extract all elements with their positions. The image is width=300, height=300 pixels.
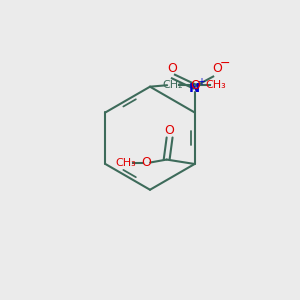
Text: O: O — [212, 62, 222, 75]
Text: O: O — [190, 79, 200, 92]
Text: +: + — [197, 77, 205, 87]
Text: N: N — [189, 82, 200, 95]
Text: −: − — [220, 56, 230, 70]
Text: O: O — [165, 124, 175, 136]
Text: CH₃: CH₃ — [205, 80, 226, 90]
Text: O: O — [167, 62, 177, 75]
Text: CH₃: CH₃ — [116, 158, 136, 167]
Text: CH₂: CH₂ — [163, 80, 183, 90]
Text: O: O — [142, 156, 152, 169]
